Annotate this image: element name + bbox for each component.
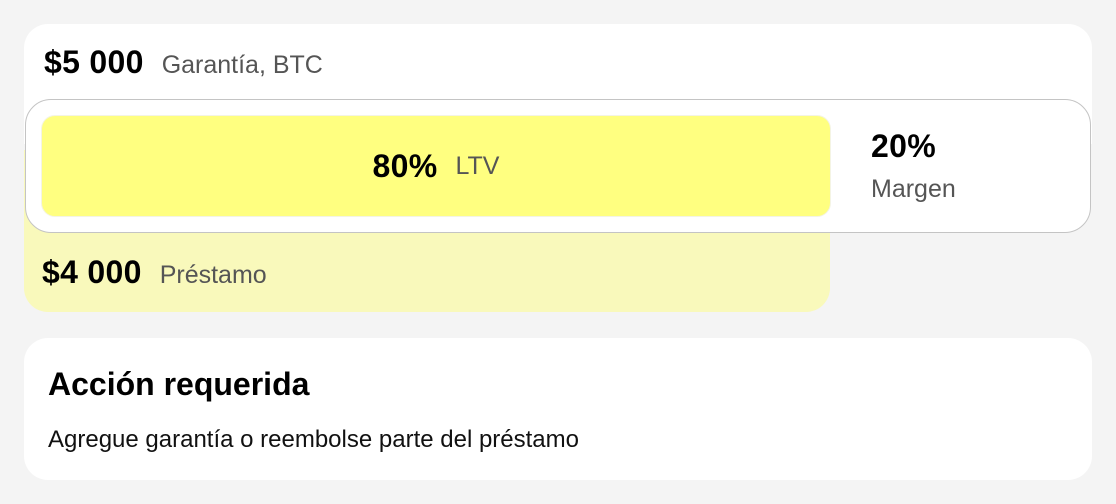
loan-row: $4 000 Préstamo bbox=[42, 254, 267, 291]
collateral-row: $5 000 Garantía, BTC bbox=[44, 44, 323, 81]
ltv-label: LTV bbox=[455, 151, 500, 180]
collateral-label: Garantía, BTC bbox=[161, 51, 323, 79]
action-title: Acción requerida bbox=[48, 366, 310, 402]
ltv-bar: 80% LTV bbox=[41, 115, 831, 217]
ltv-gauge: 80% LTV 20% Margen bbox=[25, 99, 1091, 233]
margin-label: Margen bbox=[871, 175, 956, 203]
loan-label: Préstamo bbox=[159, 261, 267, 289]
action-text: Agregue garantía o reembolse parte del p… bbox=[48, 426, 579, 453]
margin-value: 20% bbox=[871, 128, 936, 164]
margin-info: 20% Margen bbox=[871, 128, 956, 204]
ltv-value: 80% bbox=[372, 147, 438, 184]
collateral-amount: $5 000 bbox=[44, 44, 144, 80]
loan-amount: $4 000 bbox=[42, 254, 142, 290]
action-required-card: Acción requerida Agregue garantía o reem… bbox=[24, 338, 1092, 480]
